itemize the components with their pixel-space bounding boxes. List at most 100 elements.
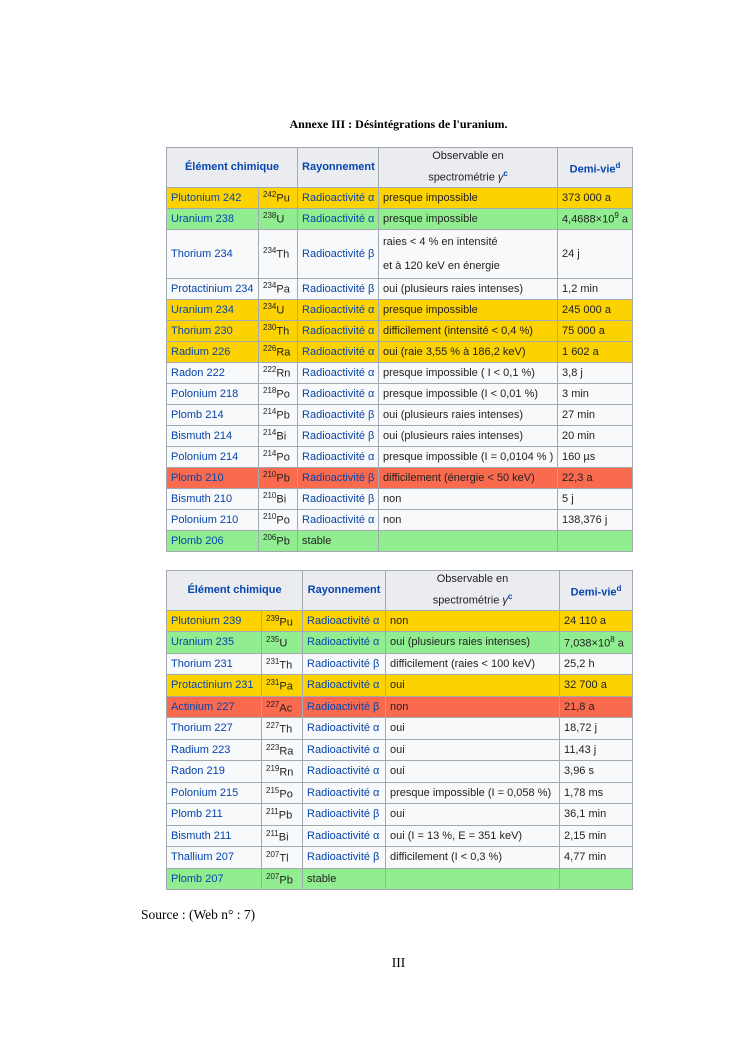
observable-line: raies < 4 % en intensité [383, 235, 498, 248]
element-name: Polonium 218 [171, 387, 239, 400]
radiation-cell: Radioactivité α [302, 717, 387, 740]
observable-cell: presque impossible (I < 0,01 %) [378, 382, 559, 405]
half-life: 22,3 a [562, 471, 593, 484]
symbol-cell: 214Bi [257, 424, 299, 447]
element-cell: Radium 223 [166, 738, 262, 762]
mass-number: 214 [263, 428, 277, 438]
element-name: Bismuth 211 [171, 829, 232, 842]
radiation-cell: Radioactivité β [297, 487, 380, 510]
mass-number: 234 [263, 302, 277, 312]
mass-number: 211 [266, 828, 279, 838]
half-life: 1,2 min [562, 282, 599, 295]
symbol-cell: 231Th [260, 652, 304, 676]
half-life-cell: 24 j [557, 228, 634, 279]
half-life-cell: 4,4688×109 a [557, 207, 634, 230]
symbol-cell: 210Pb [257, 466, 299, 489]
half-life-cell: 4,77 min [559, 846, 634, 869]
observable-cell: non [385, 695, 561, 719]
element-symbol: Pa [276, 283, 290, 296]
radiation-cell: Radioactivité α [302, 631, 387, 654]
element-symbol: Th [279, 723, 293, 736]
observable-text: presque impossible [383, 212, 478, 225]
element-cell: Polonium 215 [166, 781, 262, 805]
half-life-cell: 3,96 s [559, 760, 634, 783]
half-life-cell: 25,2 h [559, 652, 634, 676]
half-life-cell: 2,15 min [559, 824, 634, 848]
mass-number: 234 [263, 281, 277, 291]
mass-number: 234 [263, 246, 277, 256]
observable-cell: presque impossible [378, 298, 559, 321]
radiation-cell: Radioactivité α [297, 319, 380, 342]
symbol-cell: 210Bi [257, 487, 299, 510]
half-life-cell: 5 j [557, 487, 634, 510]
radiation-cell: Radioactivité α [302, 824, 387, 848]
element-name: Protactinium 231 [171, 679, 254, 692]
element-cell: Polonium 214 [166, 445, 259, 468]
symbol-cell: 215Po [260, 781, 304, 805]
decay-row: Protactinium 231 231Pa Radioactivité α oui 3… [166, 674, 634, 697]
element-symbol: Pa [279, 680, 293, 693]
element-cell: Plutonium 239 [166, 609, 262, 633]
mass-number: 211 [266, 807, 279, 817]
half-life: 18,72 j [564, 722, 598, 735]
element-name: Plomb 206 [171, 534, 224, 547]
radiation-cell: Radioactivité α [297, 298, 380, 321]
observable-text: presque impossible (I < 0,01 %) [383, 387, 539, 400]
observable-text: non [383, 513, 402, 526]
observable-cell: presque impossible ( I < 0,1 %) [378, 361, 559, 384]
observable-text: presque impossible [383, 303, 478, 316]
half-life: 5 j [562, 492, 574, 505]
symbol-cell: 219Rn [260, 760, 304, 783]
radiation-type: Radioactivité α [307, 743, 380, 756]
half-life-cell: 75 000 a [557, 319, 634, 342]
decay-row: Radon 222 222Rn Radioactivité α presque imp… [166, 361, 634, 384]
radiation-cell: Radioactivité β [302, 803, 387, 826]
half-life: 4,4688×10 [562, 213, 615, 226]
half-life-cell: 1,2 min [557, 277, 634, 300]
element-name: Plomb 214 [171, 408, 224, 421]
half-life-unit: a [621, 213, 628, 226]
mass-number: 227 [266, 721, 280, 731]
symbol-cell: 211Pb [260, 803, 304, 826]
element-cell: Plomb 211 [166, 803, 262, 826]
header-text: Observable en [436, 573, 509, 585]
half-life-cell: 160 µs [557, 445, 634, 468]
element-name: Thallium 207 [171, 851, 234, 864]
header-observable: Observable en spectrométrie γc [378, 147, 559, 188]
half-life: 75 000 a [562, 324, 605, 337]
element-symbol: U [276, 213, 285, 226]
element-name: Actinium 227 [171, 700, 235, 713]
radiation-type: Radioactivité β [307, 808, 380, 821]
decay-row: Plomb 211 211Pb Radioactivité β oui 36,1 min [166, 803, 634, 826]
radiation-type: Radioactivité α [302, 387, 375, 400]
half-life: 32 700 a [564, 679, 607, 692]
symbol-cell: 227Th [260, 717, 304, 740]
radiation-cell: Radioactivité β [297, 466, 380, 489]
empty-cell [378, 529, 559, 552]
observable-cell: presque impossible [378, 186, 559, 209]
decay-row: Plomb 214 214Pb Radioactivité β oui (plusie… [166, 403, 634, 426]
decay-table-uranium-235: Élément chimique Rayonnement Observable en… [165, 570, 634, 891]
header-radiation: Rayonnement [297, 147, 380, 188]
element-symbol: Bi [276, 493, 287, 506]
status-cell: stable [297, 529, 380, 552]
half-life: 160 µs [562, 450, 596, 463]
radiation-type: Radioactivité β [302, 429, 375, 442]
element-cell: Radon 219 [166, 760, 262, 783]
half-life: 3 min [562, 387, 589, 400]
element-symbol: Po [276, 388, 290, 401]
radiation-cell: Radioactivité α [297, 382, 380, 405]
symbol-cell: 211Bi [260, 824, 304, 848]
radiation-type: Radioactivité α [307, 614, 380, 627]
half-life: 7,038×10 [564, 637, 611, 650]
half-life-cell: 27 min [557, 403, 634, 426]
element-name: Polonium 215 [171, 786, 239, 799]
element-name: Uranium 235 [171, 636, 234, 649]
decay-row: Thorium 234 234Th Radioactivité β raies < 4… [166, 228, 634, 279]
mass-number: 219 [266, 764, 280, 774]
mass-number: 231 [266, 678, 280, 688]
observable-text: oui (I = 13 %, E = 351 keV) [390, 829, 523, 842]
symbol-cell: 239Pu [260, 609, 304, 633]
